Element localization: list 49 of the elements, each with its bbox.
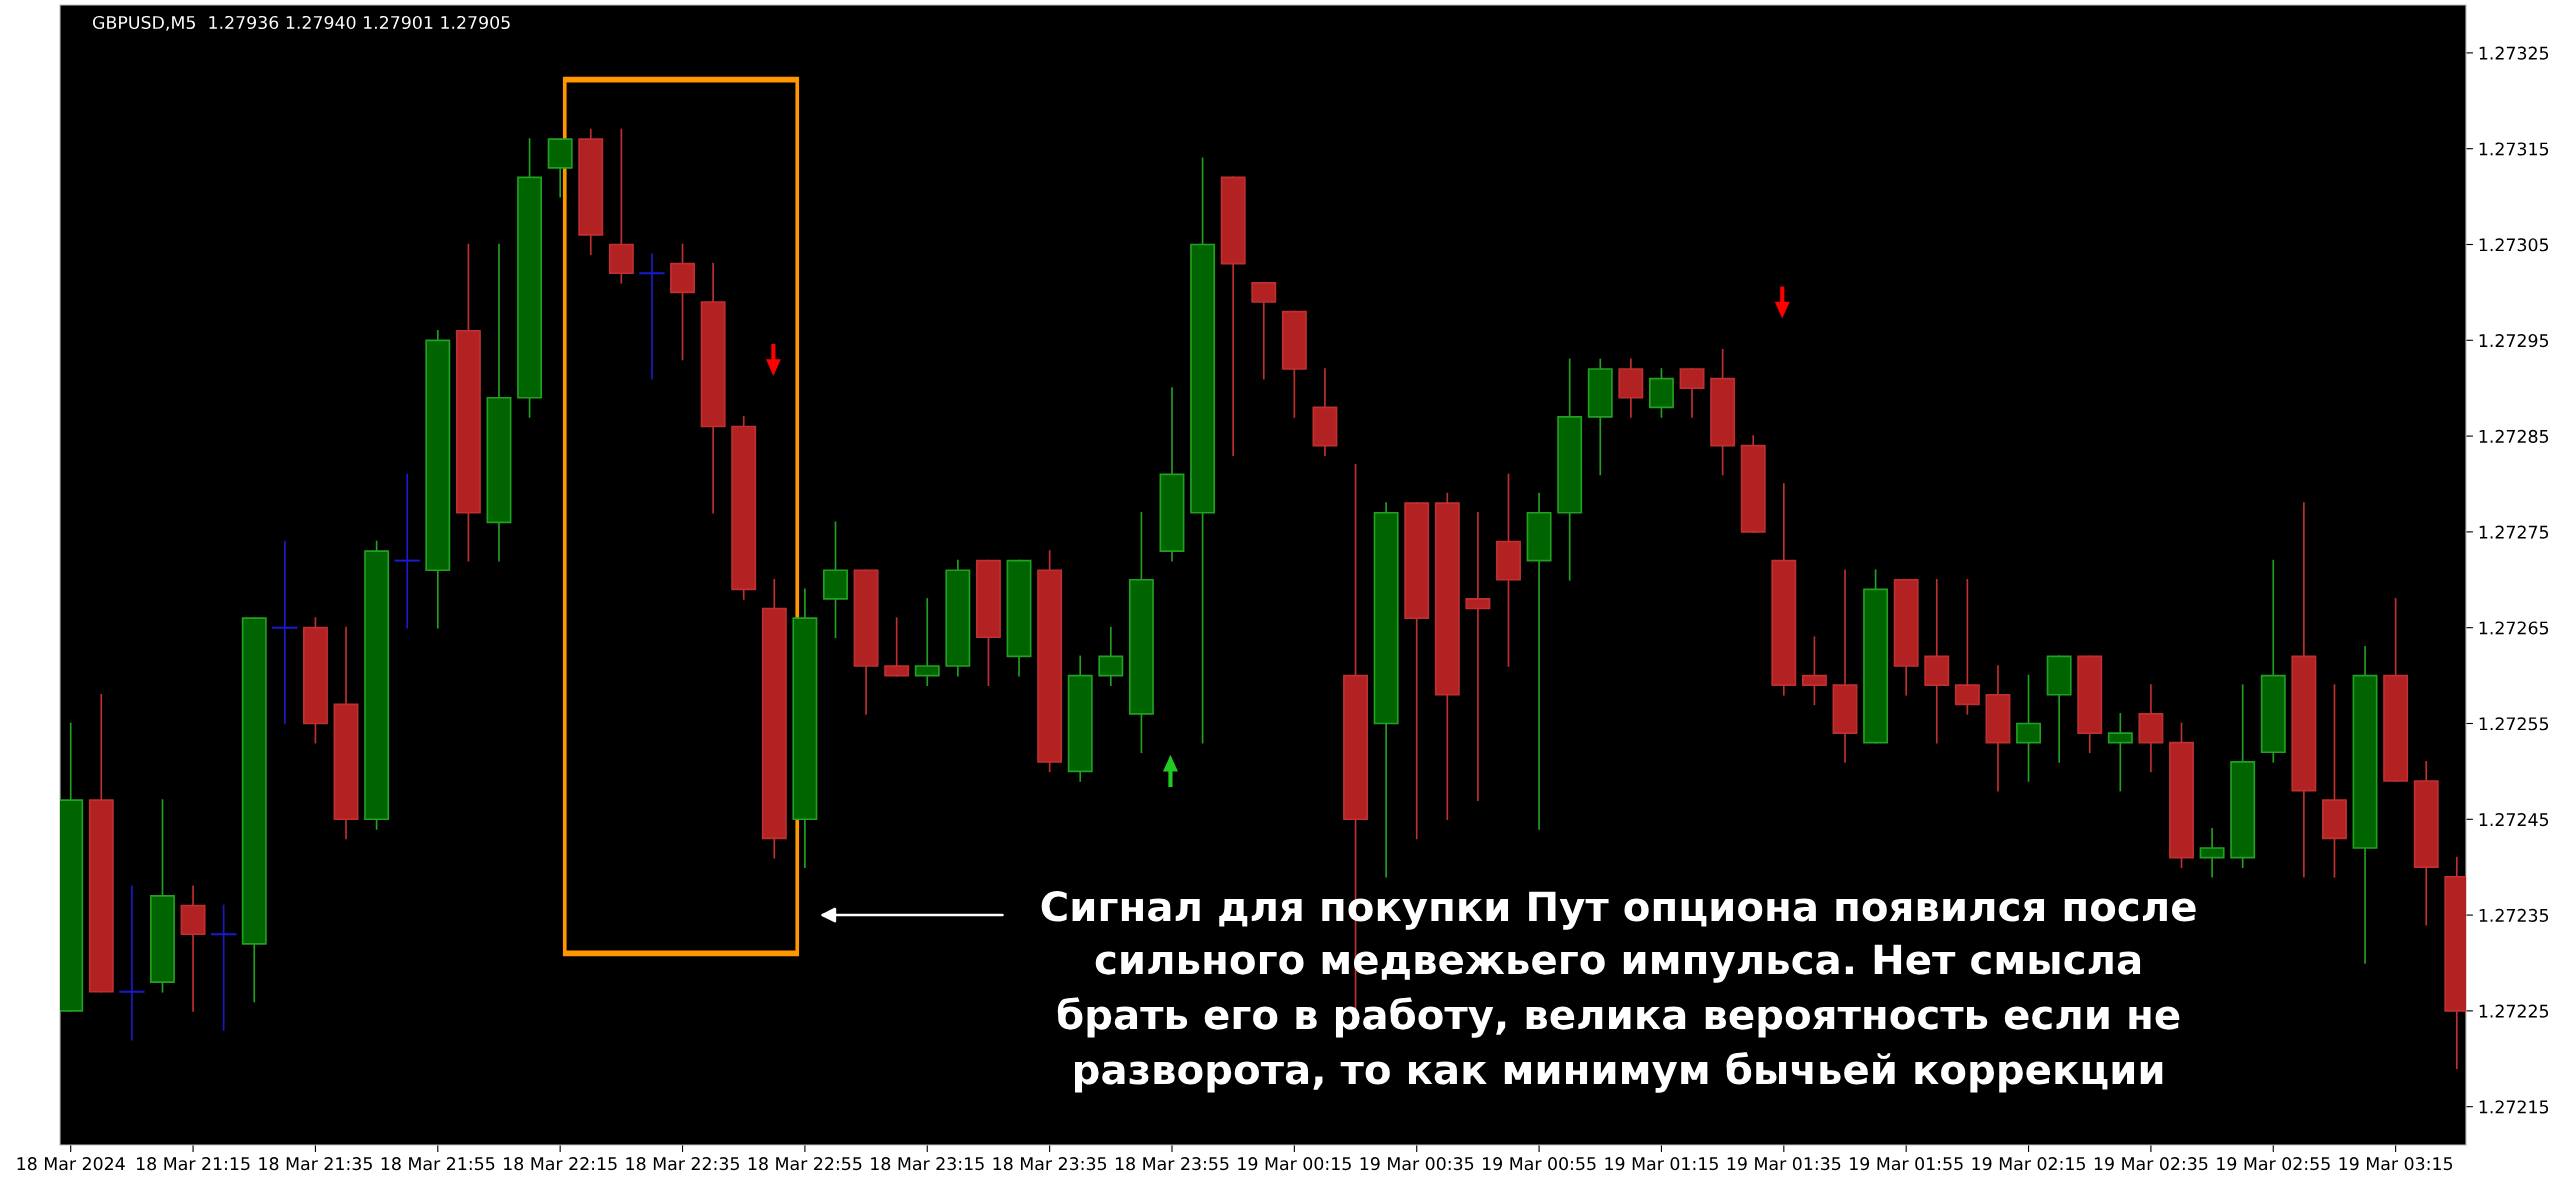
text: GBPUSD,M5 1.27936 1.27940 1.27901 1.27905: [92, 15, 510, 31]
candlestick: [2199, 828, 2225, 878]
x-tick-label: 18 Mar 21:15: [137, 1157, 250, 1171]
x-tick-label: 19 Mar 03:15: [2339, 1157, 2453, 1171]
x-tick-label: 19 Mar 00:55: [1483, 1157, 1596, 1171]
candlestick: [1465, 511, 1491, 801]
candlestick: [1801, 636, 1827, 706]
x-tick-label: 19 Mar 01:55: [1850, 1157, 1963, 1171]
x-tick-label: 19 Mar 01:35: [1727, 1157, 1841, 1171]
candlestick: [119, 885, 145, 1041]
y-tick-label: 1.27285: [2479, 429, 2549, 443]
x-tick-label: 18 Mar 22:15: [504, 1157, 617, 1171]
candlestick: [1679, 368, 1705, 418]
x-tick-label: 18 Mar 21:35: [259, 1157, 372, 1171]
x-tick-label: 19 Mar 02:55: [2217, 1157, 2330, 1171]
candlestick: [272, 540, 298, 725]
x-tick-label: 18 Mar 22:35: [626, 1157, 739, 1171]
y-tick-label: 1.27255: [2479, 717, 2549, 731]
x-tick-label: 19 Mar 00:15: [1238, 1157, 1351, 1171]
y-tick-label: 1.27305: [2479, 238, 2549, 252]
x-tick-label: 18 Mar 23:55: [1115, 1157, 1229, 1171]
x-tick-label: 18 Mar 21:55: [381, 1157, 495, 1171]
y-tick-label: 1.27265: [2479, 621, 2549, 635]
x-tick-label: 18 Mar 23:15: [871, 1157, 984, 1171]
candlestick: [639, 253, 665, 380]
y-tick-label: 1.27225: [2479, 1004, 2549, 1018]
y-tick-label: 1.27215: [2479, 1100, 2549, 1114]
y-tick-label: 1.27325: [2479, 46, 2549, 60]
y-tick-label: 1.27245: [2479, 813, 2549, 827]
x-tick-label: 19 Mar 02:15: [1972, 1157, 2085, 1171]
x-tick-label: 18 Mar 23:35: [993, 1157, 1107, 1171]
y-tick-label: 1.27315: [2479, 142, 2549, 156]
candlestick: [211, 904, 237, 1031]
candlestick: [1954, 578, 1980, 715]
candlestick: [914, 598, 940, 687]
x-tick-label: 19 Mar 00:35: [1360, 1157, 1474, 1171]
candlestick: [394, 473, 420, 629]
y-tick-label: 1.27295: [2479, 334, 2549, 348]
x-tick-label: 19 Mar 02:35: [2094, 1157, 2208, 1171]
candlestick: [884, 617, 910, 677]
candlestick: [1098, 626, 1124, 687]
candlestick: [2107, 713, 2133, 792]
candlestick: [2016, 674, 2042, 782]
x-tick-label: 18 Mar 2024: [17, 1157, 125, 1171]
y-tick-label: 1.27235: [2479, 908, 2549, 922]
candlestick: [1251, 281, 1277, 380]
x-tick-label: 19 Mar 01:15: [1605, 1157, 1718, 1171]
x-tick-label: 18 Mar 22:55: [748, 1157, 862, 1171]
y-tick-label: 1.27275: [2479, 525, 2549, 539]
